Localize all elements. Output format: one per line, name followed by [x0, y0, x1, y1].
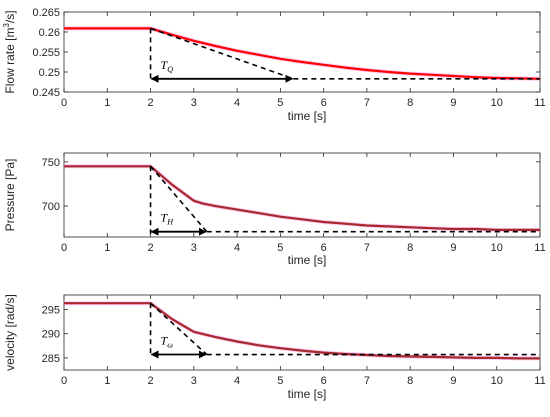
x-tick-label: 3 — [191, 97, 197, 109]
time-constant-label: TQ — [161, 58, 174, 74]
y-tick-label: 290 — [42, 329, 60, 341]
x-tick-label: 2 — [147, 375, 153, 387]
time-constant-sub: ω — [167, 341, 173, 350]
x-tick-label: 9 — [450, 242, 456, 254]
x-tick-label: 8 — [407, 97, 413, 109]
y-axis-label-tail: /s] — [3, 10, 17, 23]
x-tick-label: 6 — [321, 97, 327, 109]
y-axis-label: Pressure [Pa] — [3, 159, 17, 232]
x-tick-label: 9 — [450, 97, 456, 109]
x-tick-label: 7 — [364, 242, 370, 254]
y-axis-label: Flow rate [m3/s] — [2, 10, 17, 93]
x-tick-label: 1 — [104, 242, 110, 254]
x-tick-label: 6 — [321, 242, 327, 254]
x-tick-label: 10 — [491, 242, 503, 254]
y-tick-label: 0.255 — [32, 47, 60, 59]
x-tick-label: 5 — [277, 242, 283, 254]
x-tick-label: 8 — [407, 242, 413, 254]
x-tick-label: 3 — [191, 242, 197, 254]
time-constant-label: Tω — [161, 334, 174, 350]
time-constant-sub: H — [166, 218, 174, 227]
panel-2: 0 1 2 3 4 5 6 7 8 9 10 11 700 750 time [s] Pressure [Pa… — [3, 152, 546, 267]
y-tick-label: 750 — [42, 157, 60, 169]
y-axis-label: velocity [rad/s] — [3, 294, 17, 371]
time-constant-symbol: T — [161, 334, 169, 348]
y-axis-label-base: Flow rate [m — [3, 28, 17, 94]
x-tick-label: 10 — [491, 375, 503, 387]
x-tick-label: 11 — [534, 375, 545, 387]
time-constant-label: TH — [161, 211, 175, 227]
x-tick-label: 4 — [234, 375, 240, 387]
plot-area — [63, 11, 541, 93]
x-tick-label: 8 — [407, 375, 413, 387]
response-line — [64, 165, 540, 231]
y-axis-label-sup: 3 — [2, 23, 11, 28]
panels: 0 1 2 3 4 5 6 7 8 9 10 110.2450.250.2550.260.265tim… — [2, 7, 546, 401]
response-line — [64, 302, 540, 360]
x-tick-label: 3 — [191, 375, 197, 387]
x-tick-label: 5 — [277, 375, 283, 387]
x-axis-label: time [s] — [288, 387, 327, 401]
x-tick-label: 0 — [61, 375, 67, 387]
x-tick-label: 0 — [61, 97, 67, 109]
y-tick-label: 285 — [42, 353, 60, 365]
time-constant-symbol: T — [161, 58, 169, 72]
x-tick-label: 7 — [364, 375, 370, 387]
response-line — [64, 27, 541, 80]
time-constant-sub: Q — [167, 65, 173, 74]
y-tick-label: 0.25 — [39, 67, 60, 79]
x-tick-label: 7 — [364, 97, 370, 109]
x-tick-label: 1 — [104, 375, 110, 387]
time-constant-symbol: T — [161, 211, 169, 225]
x-axis-label: time [s] — [288, 253, 327, 267]
tangent-line — [150, 302, 208, 356]
x-tick-label: 4 — [234, 97, 240, 109]
x-tick-label: 4 — [234, 242, 240, 254]
y-tick-label: 0.265 — [32, 7, 60, 19]
x-tick-label: 1 — [104, 97, 110, 109]
y-tick-label: 295 — [42, 305, 60, 317]
x-tick-label: 10 — [491, 97, 503, 109]
x-tick-label: 11 — [534, 97, 545, 109]
y-tick-label: 0.26 — [39, 27, 60, 39]
y-tick-label: 0.245 — [32, 87, 60, 99]
x-tick-label: 2 — [147, 242, 153, 254]
x-tick-label: 0 — [61, 242, 67, 254]
x-tick-label: 9 — [450, 375, 456, 387]
panel-1: 0 1 2 3 4 5 6 7 8 9 10 11 0.245 0.25 0.255 0.26 0.265 tim… — [2, 7, 546, 123]
x-tick-label: 11 — [534, 242, 545, 254]
y-tick-label: 700 — [42, 201, 60, 213]
panel-3: 0 1 2 3 4 5 6 7 8 9 10 11 285 290 295 time [s] velocity … — [3, 294, 546, 401]
x-tick-label: 2 — [147, 97, 153, 109]
x-tick-label: 6 — [321, 375, 327, 387]
x-axis-label: time [s] — [288, 109, 327, 123]
tangent-line — [150, 27, 294, 80]
x-tick-label: 5 — [277, 97, 283, 109]
